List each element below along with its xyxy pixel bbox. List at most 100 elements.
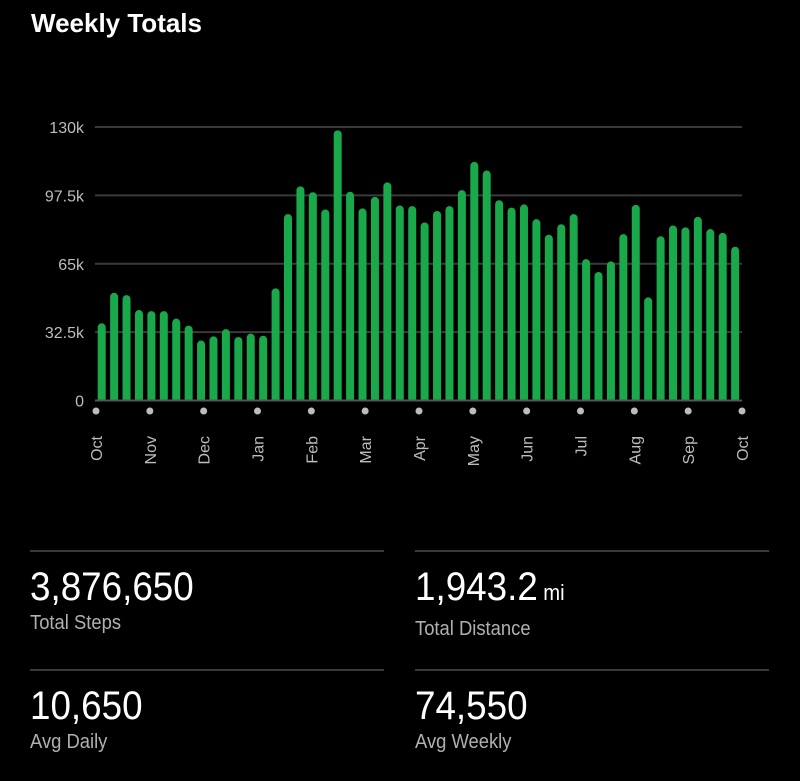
bar [656, 236, 665, 400]
stat-total-distance: 1,943.2 mi Total Distance [415, 550, 769, 641]
x-tick-label: Mar [358, 435, 375, 463]
bar [507, 207, 516, 400]
stat-label: Total Steps [30, 612, 122, 634]
bar [582, 259, 591, 400]
month-tick-dot [577, 407, 584, 415]
month-tick-dot [738, 407, 746, 415]
bar [159, 311, 168, 400]
divider [30, 669, 384, 671]
x-tick-label: Aug [627, 436, 644, 464]
stat-label: Total Distance [415, 618, 531, 640]
stat-label: Avg Daily [30, 731, 108, 753]
month-tick-dot [361, 407, 369, 415]
stat-avg-daily: 10,650 Avg Daily [30, 669, 384, 754]
bar [718, 232, 727, 400]
bar [681, 227, 690, 400]
stat-value: 1,943.2 [415, 565, 538, 609]
month-tick-dot [254, 407, 261, 415]
x-tick-label: Oct [89, 435, 106, 460]
y-tick-label: 32.5k [45, 325, 85, 342]
bar [259, 335, 268, 400]
stat-avg-weekly: 74,550 Avg Weekly [415, 669, 769, 754]
month-tick-dot [146, 407, 154, 415]
bar [308, 192, 317, 400]
y-tick-label: 65k [58, 257, 85, 274]
bar [420, 222, 429, 400]
stat-unit: mi [543, 580, 565, 605]
bar [470, 161, 479, 400]
bar [197, 340, 206, 400]
bar [631, 204, 640, 400]
divider [415, 669, 769, 671]
bar [358, 208, 367, 400]
x-tick-label: Dec [197, 436, 214, 464]
bar [184, 325, 193, 400]
weekly-totals-chart: 0 32.5k 65k 97.5k 130k Oct Nov Dec Jan Feb Mar Apr… [45, 120, 752, 466]
stat-value: 74,550 [415, 684, 528, 728]
bar [693, 216, 702, 400]
month-tick-dot [523, 407, 531, 415]
bar [619, 234, 628, 400]
bar [669, 225, 678, 400]
bar [457, 190, 466, 400]
bar [606, 261, 615, 400]
page-title: Weekly Totals [31, 8, 202, 38]
stat-value: 3,876,650 [30, 565, 194, 609]
bar [346, 191, 355, 400]
bar [333, 130, 342, 400]
y-tick-label: 130k [49, 120, 85, 137]
x-tick-label: Oct [735, 435, 752, 460]
x-tick-label: Nov [143, 436, 160, 464]
x-tick-label: May [466, 436, 483, 466]
bar [134, 310, 143, 400]
bar [296, 186, 305, 400]
bar [321, 209, 330, 400]
bar [271, 288, 280, 400]
bar [594, 271, 603, 400]
bar [209, 336, 218, 400]
bar [246, 333, 255, 400]
x-tick-label: Apr [412, 435, 429, 461]
bar [544, 234, 553, 400]
month-tick-dot [200, 407, 208, 415]
month-tick-dot [469, 407, 477, 415]
x-tick-label: Jan [251, 436, 268, 462]
month-tick-dot [684, 407, 692, 415]
bar [234, 336, 243, 400]
x-tick-label: Feb [304, 436, 321, 464]
bar [172, 318, 181, 400]
month-tick-dot [630, 407, 638, 415]
bar [110, 292, 119, 400]
bar [395, 205, 404, 400]
bar [482, 170, 491, 400]
bar [644, 297, 653, 400]
bar [706, 229, 715, 400]
bar [408, 206, 417, 400]
bar [122, 295, 131, 400]
bar [557, 224, 566, 400]
divider [30, 550, 384, 552]
bar [445, 206, 454, 400]
stat-label: Avg Weekly [415, 731, 512, 753]
bar [383, 182, 392, 400]
y-tick-label: 0 [75, 394, 84, 411]
bar [370, 196, 379, 400]
divider [415, 550, 769, 552]
x-tick-label: Jul [574, 436, 591, 456]
bar [97, 323, 106, 400]
stat-total-steps: 3,876,650 Total Steps [30, 550, 384, 635]
bar [532, 219, 541, 400]
month-tick-dot [92, 407, 100, 415]
bar [221, 329, 230, 400]
bar [433, 210, 442, 400]
bar [519, 204, 528, 400]
bar [495, 200, 504, 400]
month-tick-dot [307, 407, 315, 415]
x-tick-label: Sep [681, 436, 698, 465]
bar [147, 311, 156, 400]
x-tick-label: Jun [520, 436, 537, 462]
bar [569, 214, 578, 400]
month-tick-dot [415, 407, 423, 415]
bar [731, 246, 740, 400]
bar [284, 214, 292, 400]
